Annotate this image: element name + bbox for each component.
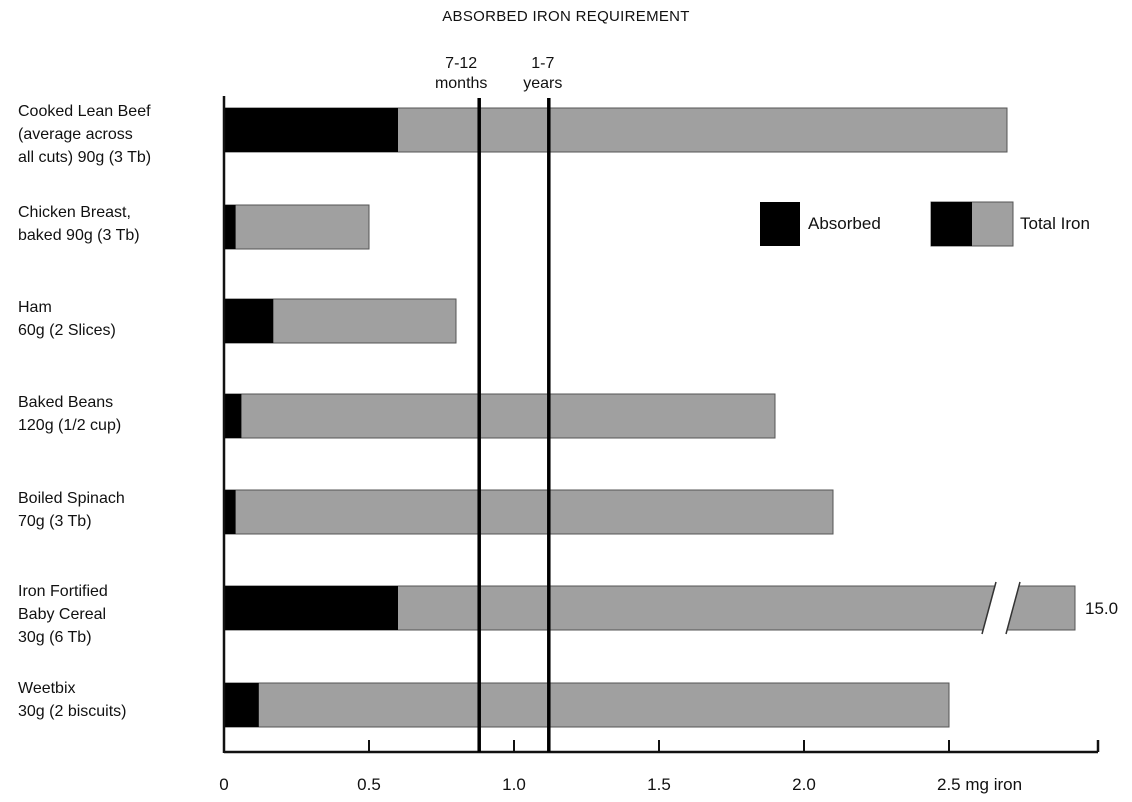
legend-swatch-total-absorbed-part	[931, 202, 972, 246]
chart-title-text: ABSORBED IRON REQUIREMENT	[442, 8, 690, 25]
reference-line-label: months	[435, 75, 487, 92]
reference-line-label: 1-7	[531, 55, 554, 72]
bar-absorbed-1	[224, 205, 236, 249]
bar-total-4	[223, 489, 834, 535]
bar-absorbed-6	[224, 683, 259, 727]
legend-label-total: Total Iron	[1020, 214, 1090, 233]
x-tick-label: 2.0	[792, 775, 816, 794]
reference-line-label: 7-12	[445, 55, 477, 72]
bar-absorbed-3	[224, 394, 242, 438]
bar-total-data-label: 15.0	[1085, 599, 1118, 618]
axis-break-mark	[981, 581, 997, 635]
chart-title: ABSORBED IRON REQUIREMENT	[0, 8, 1132, 25]
bar-absorbed-0	[224, 108, 398, 152]
bar-absorbed-2	[224, 299, 274, 343]
legend-label-absorbed: Absorbed	[808, 214, 881, 233]
x-tick-label: 0.5	[357, 775, 381, 794]
legend-swatch-absorbed	[760, 202, 800, 246]
bar-total-6	[223, 682, 950, 728]
category-label: Ham 60g (2 Slices)	[18, 299, 116, 339]
axis-break-mark	[1005, 581, 1021, 635]
bar-absorbed-4	[224, 490, 236, 534]
reference-line-label: years	[523, 75, 562, 92]
category-label: Iron Fortified Baby Cereal 30g (6 Tb)	[18, 583, 108, 646]
category-label: Baked Beans 120g (1/2 cup)	[18, 394, 122, 434]
x-tick-label: 1.5	[647, 775, 671, 794]
category-label: Weetbix 30g (2 biscuits)	[18, 680, 127, 720]
category-label: Boiled Spinach 70g (3 Tb)	[18, 490, 125, 530]
x-tick-label: 1.0	[502, 775, 526, 794]
axis-break-gap	[982, 584, 1020, 632]
x-tick-label: 0	[219, 775, 228, 794]
bar-total-3	[223, 393, 776, 439]
x-tick-label: 2.5 mg iron	[937, 775, 1022, 794]
category-label: Cooked Lean Beef (average across all cut…	[18, 103, 152, 166]
category-label: Chicken Breast, baked 90g (3 Tb)	[18, 204, 140, 244]
bar-absorbed-5	[224, 586, 398, 630]
bar-total-1	[223, 204, 370, 250]
